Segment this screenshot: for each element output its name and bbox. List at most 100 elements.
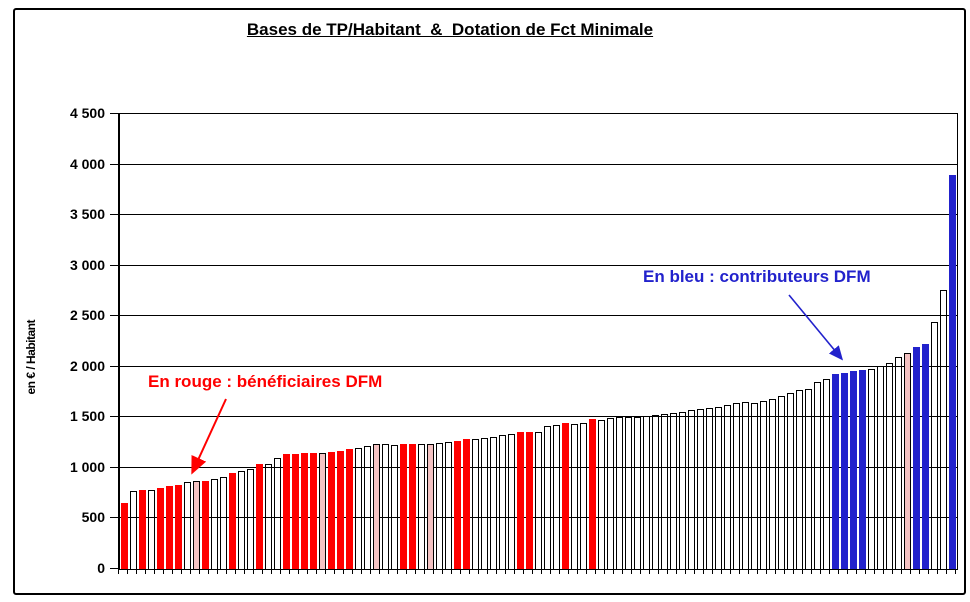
bar-slot: [615, 114, 624, 569]
x-axis-tick: [541, 569, 542, 574]
bar-40: [472, 438, 479, 569]
bar-slot: [822, 114, 831, 569]
x-axis-tick: [550, 569, 551, 574]
gridline-1000: [120, 466, 957, 468]
bar-slot: [246, 114, 255, 569]
x-axis-tick: [298, 569, 299, 574]
x-axis-tick: [325, 569, 326, 574]
x-axis-tick: [343, 569, 344, 574]
bar-31: [391, 444, 398, 569]
x-axis-tick: [388, 569, 389, 574]
chart-title-text: Bases de TP/Habitant & Dotation de Fct M…: [246, 20, 654, 39]
bar-slot: [435, 114, 444, 569]
x-axis-tick: [226, 569, 227, 574]
gridline-500: [120, 517, 957, 519]
bar-slot: [705, 114, 714, 569]
bar-67: [715, 407, 722, 569]
bar-55: [607, 418, 614, 569]
x-axis-tick: [910, 569, 911, 574]
x-axis-tick: [613, 569, 614, 574]
bar-57: [625, 417, 632, 569]
bar-19: [283, 453, 290, 569]
x-axis-tick: [667, 569, 668, 574]
bar-83: [859, 369, 866, 569]
bar-4: [148, 489, 155, 569]
y-axis-tick: [110, 264, 118, 266]
x-axis-tick: [370, 569, 371, 574]
bar-slot: [237, 114, 246, 569]
bar-slot: [903, 114, 912, 569]
bar-slot: [318, 114, 327, 569]
bar-46: [526, 431, 533, 569]
bar-86: [886, 362, 893, 569]
bar-52: [580, 423, 587, 569]
bar-slot: [255, 114, 264, 569]
x-axis-tick: [433, 569, 434, 574]
x-axis-tick: [775, 569, 776, 574]
bar-slot: [165, 114, 174, 569]
bar-84: [868, 368, 875, 569]
bar-slot: [372, 114, 381, 569]
bar-slot: [462, 114, 471, 569]
bar-5: [157, 487, 164, 569]
bar-slot: [525, 114, 534, 569]
bar-slot: [426, 114, 435, 569]
x-axis-tick: [847, 569, 848, 574]
x-axis-tick: [397, 569, 398, 574]
bar-41: [481, 437, 488, 569]
x-axis-tick: [748, 569, 749, 574]
bar-60: [652, 415, 659, 569]
x-axis-tick: [127, 569, 128, 574]
bar-slot: [192, 114, 201, 569]
bar-87: [895, 356, 902, 569]
bar-slot: [453, 114, 462, 569]
bar-43: [499, 434, 506, 569]
bar-slot: [300, 114, 309, 569]
x-axis-tick: [451, 569, 452, 574]
bar-slot: [183, 114, 192, 569]
bar-slot: [732, 114, 741, 569]
x-axis-tick: [424, 569, 425, 574]
bar-74: [778, 396, 785, 569]
bar-47: [535, 432, 542, 569]
bar-slot: [138, 114, 147, 569]
bar-66: [706, 408, 713, 569]
y-axis-tick: [110, 365, 118, 367]
x-axis-tick: [199, 569, 200, 574]
bar-slot: [786, 114, 795, 569]
bar-20: [292, 453, 299, 569]
bar-slot: [354, 114, 363, 569]
gridline-1500: [120, 416, 957, 418]
bar-70: [742, 402, 749, 569]
y-tick-label: 2 500: [69, 307, 105, 324]
x-axis-tick: [811, 569, 812, 574]
bar-11: [211, 478, 218, 569]
bar-14: [238, 471, 245, 569]
x-axis-tick: [307, 569, 308, 574]
bar-1: [121, 503, 128, 569]
y-axis-tick: [110, 315, 118, 317]
bar-56: [616, 417, 623, 569]
bar-45: [517, 431, 524, 569]
bar-slot: [678, 114, 687, 569]
bar-slot: [174, 114, 183, 569]
bar-28: [364, 446, 371, 569]
bar-slot: [273, 114, 282, 569]
x-axis-tick: [208, 569, 209, 574]
x-axis-tick: [757, 569, 758, 574]
bar-slot: [660, 114, 669, 569]
bar-54: [598, 420, 605, 569]
bar-62: [670, 413, 677, 569]
bar-slot: [327, 114, 336, 569]
y-axis-tick: [110, 214, 118, 216]
x-axis-tick: [568, 569, 569, 574]
bar-35: [427, 444, 434, 569]
x-axis-tick: [235, 569, 236, 574]
bar-slot: [291, 114, 300, 569]
x-axis-tick: [577, 569, 578, 574]
bar-9: [193, 481, 200, 569]
bar-58: [634, 416, 641, 569]
y-tick-label: 3 000: [69, 256, 105, 273]
x-axis-tick: [217, 569, 218, 574]
bar-85: [877, 365, 884, 569]
